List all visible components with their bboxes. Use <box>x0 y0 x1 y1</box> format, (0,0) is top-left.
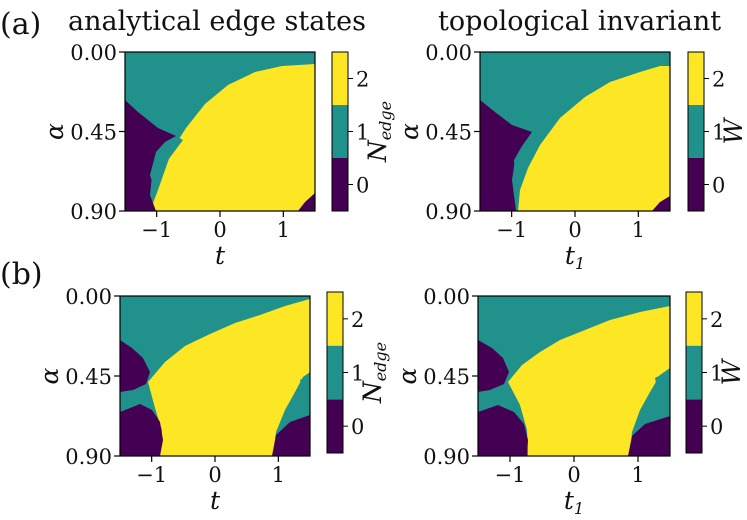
colorbar-segment <box>332 52 348 105</box>
x-tick-label: 1 <box>277 218 290 242</box>
x-tick-label: 0 <box>568 218 581 242</box>
colorbar-tick-label: 1 <box>710 362 723 386</box>
colorbar-segment <box>327 345 343 400</box>
colorbar-segment <box>688 52 704 105</box>
colorbar-segment <box>332 158 348 211</box>
y-tick-label: 0.00 <box>70 41 117 65</box>
colorbar-label: W <box>717 357 746 385</box>
colorbar-segment <box>686 399 702 453</box>
region-purple-upper-left <box>478 340 509 392</box>
region-yellow-body <box>508 306 670 456</box>
colorbar-tick-label: 1 <box>356 121 369 145</box>
colorbar-tick-label: 0 <box>712 174 725 198</box>
y-tick-label: 0.90 <box>65 445 112 469</box>
colorbar-label-sub: edge <box>376 101 395 140</box>
region-purple-lower-left <box>478 405 528 456</box>
colorbar-tick-label: 2 <box>351 308 364 332</box>
x-tick-label: 0 <box>567 463 580 487</box>
region-purple-left-lobe <box>480 100 532 211</box>
colorbar-segment <box>688 105 704 158</box>
region-yellow-body <box>148 299 310 456</box>
region-yellow-dome <box>150 64 315 211</box>
x-tick-label: −1 <box>141 218 172 242</box>
y-tick-label: 0.45 <box>70 121 117 145</box>
colorbar-tick-label: 2 <box>710 308 723 332</box>
colorbar-tick-label: 1 <box>351 362 364 386</box>
y-tick-label: 0.90 <box>70 200 117 224</box>
colorbar-segment <box>686 345 702 400</box>
y-tick-label: 0.00 <box>425 41 472 65</box>
y-axis-label: α <box>393 367 422 384</box>
title-analytical-edge-states: analytical edge states <box>68 6 366 37</box>
colorbar-tick-label: 0 <box>710 415 723 439</box>
y-tick-label: 0.00 <box>65 285 112 309</box>
colorbar-segment <box>686 292 702 346</box>
x-tick-label: 1 <box>632 218 645 242</box>
title-topological-invariant: topological invariant <box>438 6 721 37</box>
region-purple-lower-left <box>120 404 163 456</box>
axes-a-right: −1 0 1 0.00 0.45 0.90 t1 α 0 1 2 W <box>395 41 747 273</box>
heatmap-a-left <box>125 52 315 211</box>
region-teal-wedge <box>150 136 183 188</box>
y-axis-label: α <box>35 367 64 384</box>
row-label-a: (a) <box>0 7 41 42</box>
colorbar-label-sub: edge <box>371 342 390 381</box>
y-axis-label: α <box>40 123 69 140</box>
region-purple-lower-right <box>298 193 315 211</box>
colorbar-segment <box>327 399 343 453</box>
colorbar-label: W <box>719 116 747 144</box>
x-tick-label: −1 <box>496 218 527 242</box>
region-purple-lower-right <box>272 415 310 456</box>
region-teal-right-notch <box>300 374 310 395</box>
colorbar-tick-label: 2 <box>712 68 725 92</box>
colorbar-tick-label: 1 <box>712 121 725 145</box>
colorbar-tick-label: 2 <box>356 68 369 92</box>
x-tick-label: 1 <box>631 463 644 487</box>
x-tick-label: 0 <box>208 463 221 487</box>
x-tick-label: −1 <box>495 463 526 487</box>
x-tick-label: −1 <box>136 463 167 487</box>
panel-b-right <box>477 295 671 457</box>
x-tick-label: 0 <box>213 218 226 242</box>
y-axis-label: α <box>395 123 424 140</box>
heatmap-a-right <box>480 52 670 211</box>
y-tick-label: 0.00 <box>423 285 470 309</box>
x-tick-label: 1 <box>272 463 285 487</box>
y-tick-label: 0.45 <box>65 365 112 389</box>
colorbar-segment <box>327 292 343 346</box>
y-tick-label: 0.90 <box>425 200 472 224</box>
region-teal-wedge <box>514 132 537 178</box>
x-axis-label: t <box>215 241 226 270</box>
panel-a-right <box>479 51 671 212</box>
colorbar-tick-label: 0 <box>351 415 364 439</box>
panel-b-left <box>119 295 311 457</box>
heatmap-b-right <box>478 296 670 456</box>
y-tick-label: 0.45 <box>425 121 472 145</box>
y-tick-label: 0.90 <box>423 445 470 469</box>
x-axis-label: t1 <box>564 486 584 518</box>
panel-a-left <box>124 51 316 212</box>
row-label-b: (b) <box>0 257 43 292</box>
region-purple-left-lobe <box>125 100 176 211</box>
region-purple-upper-left <box>120 340 150 392</box>
region-purple-lower-right <box>628 416 670 456</box>
y-tick-label: 0.45 <box>423 365 470 389</box>
heatmap-b-left <box>120 296 310 456</box>
region-teal-right-notch <box>655 370 670 398</box>
x-axis-label: t <box>210 486 221 515</box>
axes-b-right: −1 0 1 0.00 0.45 0.90 t1 α 0 1 2 W <box>393 285 746 518</box>
x-axis-label-sub: 1 <box>575 254 585 273</box>
region-purple-lower-right <box>652 196 670 211</box>
colorbar-tick-label: 0 <box>356 174 369 198</box>
x-axis-label-sub: 1 <box>574 499 584 518</box>
colorbar-segment <box>688 158 704 211</box>
x-axis-label: t1 <box>565 241 585 273</box>
colorbar-segment <box>332 105 348 158</box>
region-yellow-dome <box>518 66 670 211</box>
